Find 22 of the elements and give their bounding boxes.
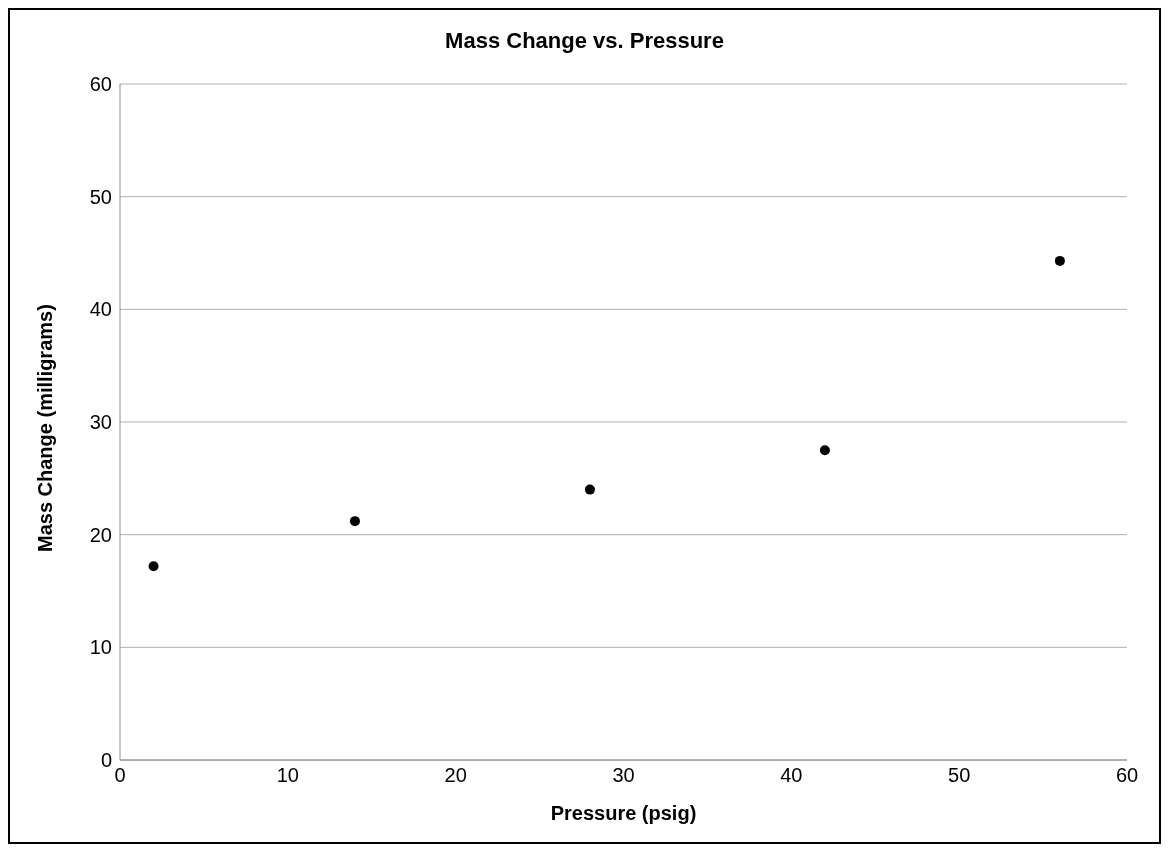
y-tick-label: 50 — [89, 185, 112, 208]
y-tick-label: 0 — [100, 749, 112, 772]
point — [148, 561, 159, 572]
x-tick-label: 30 — [612, 764, 635, 787]
point — [584, 484, 595, 495]
y-tick-label: 10 — [89, 636, 112, 659]
y-tick-label: 60 — [89, 73, 112, 96]
y-tick-label: 40 — [89, 298, 112, 321]
x-tick-label: 50 — [948, 764, 971, 787]
y-axis-title: Mass Change (milligrams) — [34, 304, 57, 552]
x-tick-label: 60 — [1115, 764, 1139, 787]
y-tick-label: 20 — [89, 523, 112, 546]
point — [1054, 255, 1065, 266]
chart-title: Mass Change vs. Pressure — [444, 27, 725, 55]
x-tick-label: 40 — [780, 764, 803, 787]
x-axis-title: Pressure (psig) — [550, 802, 697, 824]
point — [349, 516, 360, 527]
point — [819, 445, 830, 456]
y-tick-label: 30 — [89, 411, 112, 434]
x-tick-label: 0 — [114, 764, 126, 787]
x-tick-label: 20 — [444, 764, 467, 787]
x-tick-label: 10 — [276, 764, 299, 787]
